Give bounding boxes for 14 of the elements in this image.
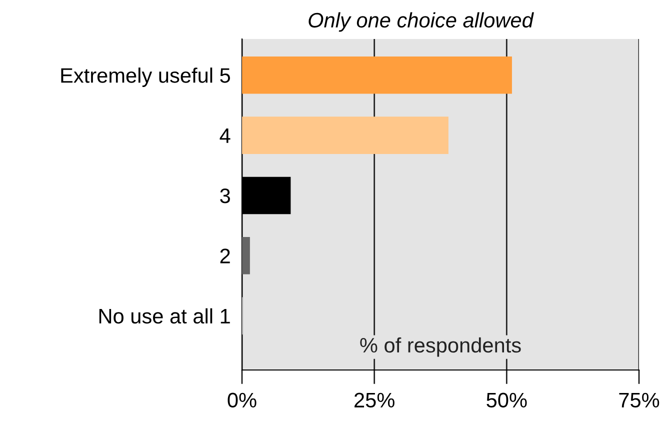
y-tick-label: Extremely useful 5: [61, 68, 230, 87]
y-tick-label: 3: [220, 188, 230, 204]
y-tick-label: 2: [220, 248, 230, 264]
x-tick-label: 0%: [228, 392, 256, 408]
bar: [242, 116, 448, 154]
y-tick-label: No use at all 1: [99, 308, 230, 324]
bar: [242, 237, 250, 274]
chart-subtitle: Only one choice allowed: [308, 12, 534, 32]
x-tick-label: 75%: [619, 392, 660, 408]
x-tick-label: 50%: [486, 392, 527, 408]
x-tick-label: 25%: [354, 392, 394, 408]
x-axis-title: % of respondents: [360, 337, 521, 357]
bar: [242, 56, 512, 94]
y-tick-label: 4: [220, 128, 230, 143]
